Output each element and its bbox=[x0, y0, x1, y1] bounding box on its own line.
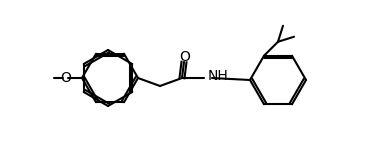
Text: O: O bbox=[180, 50, 190, 64]
Text: NH: NH bbox=[208, 69, 229, 83]
Text: O: O bbox=[60, 71, 71, 85]
